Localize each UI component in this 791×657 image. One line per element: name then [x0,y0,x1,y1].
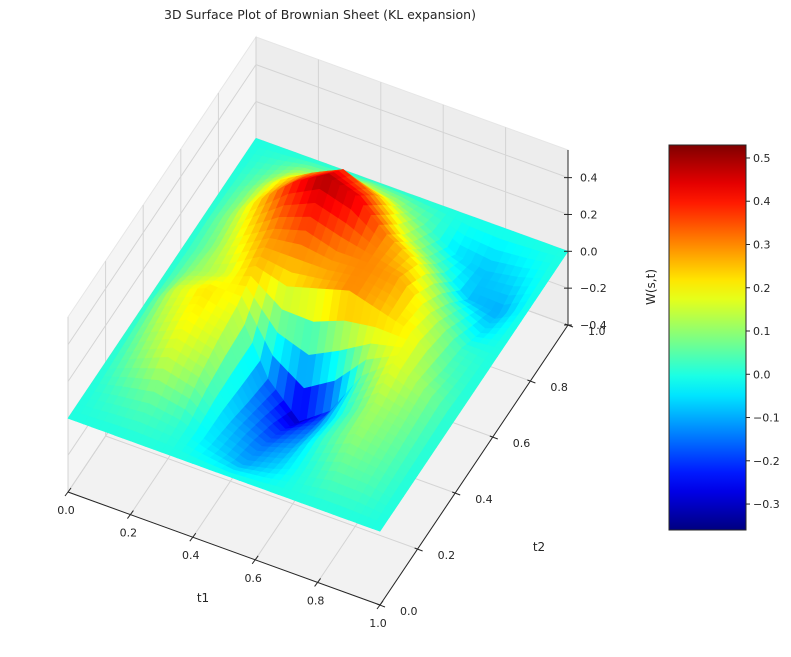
tick-labels: 0.00.20.40.60.81.00.00.20.40.60.81.0−0.4… [57,172,606,630]
x-tick [189,532,197,542]
y-tick [376,603,386,608]
y-tick-label: 1.0 [588,325,606,338]
z-tick-label: 0.2 [580,208,598,221]
y-tick [452,491,461,496]
x-axis-line [67,491,381,606]
colorbar-tick-label: 0.2 [753,282,771,295]
colorbar-tick-label: −0.1 [753,412,780,425]
colorbar: 0.5 0.4 0.3 0.2 0.1 0.0 −0.1 −0.2 −0.3 [668,144,780,531]
y-tick [527,379,536,384]
y-tick [489,435,498,440]
z-axis-label: W(s,t) [644,269,658,305]
surface-cell [371,520,386,532]
x-tick-label: 0.0 [57,504,75,517]
colorbar-tick-label: −0.3 [753,498,780,511]
y-tick-label: 0.4 [475,493,493,506]
x-tick-label: 0.8 [307,594,325,607]
surface-plot [67,137,569,532]
colorbar-gradient [668,144,747,531]
y-tick-label: 0.8 [550,381,568,394]
y-axis-line [379,324,569,606]
grid-line [67,63,569,345]
x-tick [64,487,72,497]
x-axis-label: t1 [197,591,209,605]
z-tick-label: −0.2 [580,282,607,295]
x-tick-label: 0.2 [120,527,138,540]
colorbar-tick-label: 0.0 [753,368,771,381]
y-tick-label: 0.2 [438,549,456,562]
chart-title: 3D Surface Plot of Brownian Sheet (KL ex… [164,7,476,22]
colorbar-tick-label: 0.3 [753,238,771,251]
x-tick-label: 0.6 [244,572,262,585]
x-tick [314,578,322,587]
y-axis-label: t2 [533,540,545,554]
colorbar-tick-label: −0.2 [753,455,780,468]
grid-line [105,435,418,550]
z-tick-label: 0.4 [580,172,598,185]
z-tick-label: −0.4 [580,319,607,332]
axis-lines [67,150,569,606]
y-tick [414,547,423,552]
y-tick-label: 0.0 [400,605,418,618]
x-tick-label: 1.0 [369,617,387,630]
z-tick-label: 0.0 [580,245,598,258]
colorbar-tick-label: 0.1 [753,325,771,338]
y-tick-label: 0.6 [513,437,531,450]
x-tick [127,510,134,519]
colorbar-tick-label: 0.5 [753,152,771,165]
grid-line [67,100,569,382]
colorbar-tick-label: 0.4 [753,195,771,208]
x-tick [251,555,259,565]
x-tick-label: 0.4 [182,549,200,562]
